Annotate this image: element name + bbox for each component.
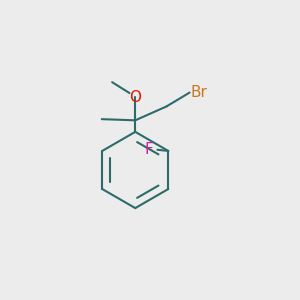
Text: O: O bbox=[129, 90, 141, 105]
Text: F: F bbox=[145, 142, 153, 157]
Text: Br: Br bbox=[191, 85, 208, 100]
